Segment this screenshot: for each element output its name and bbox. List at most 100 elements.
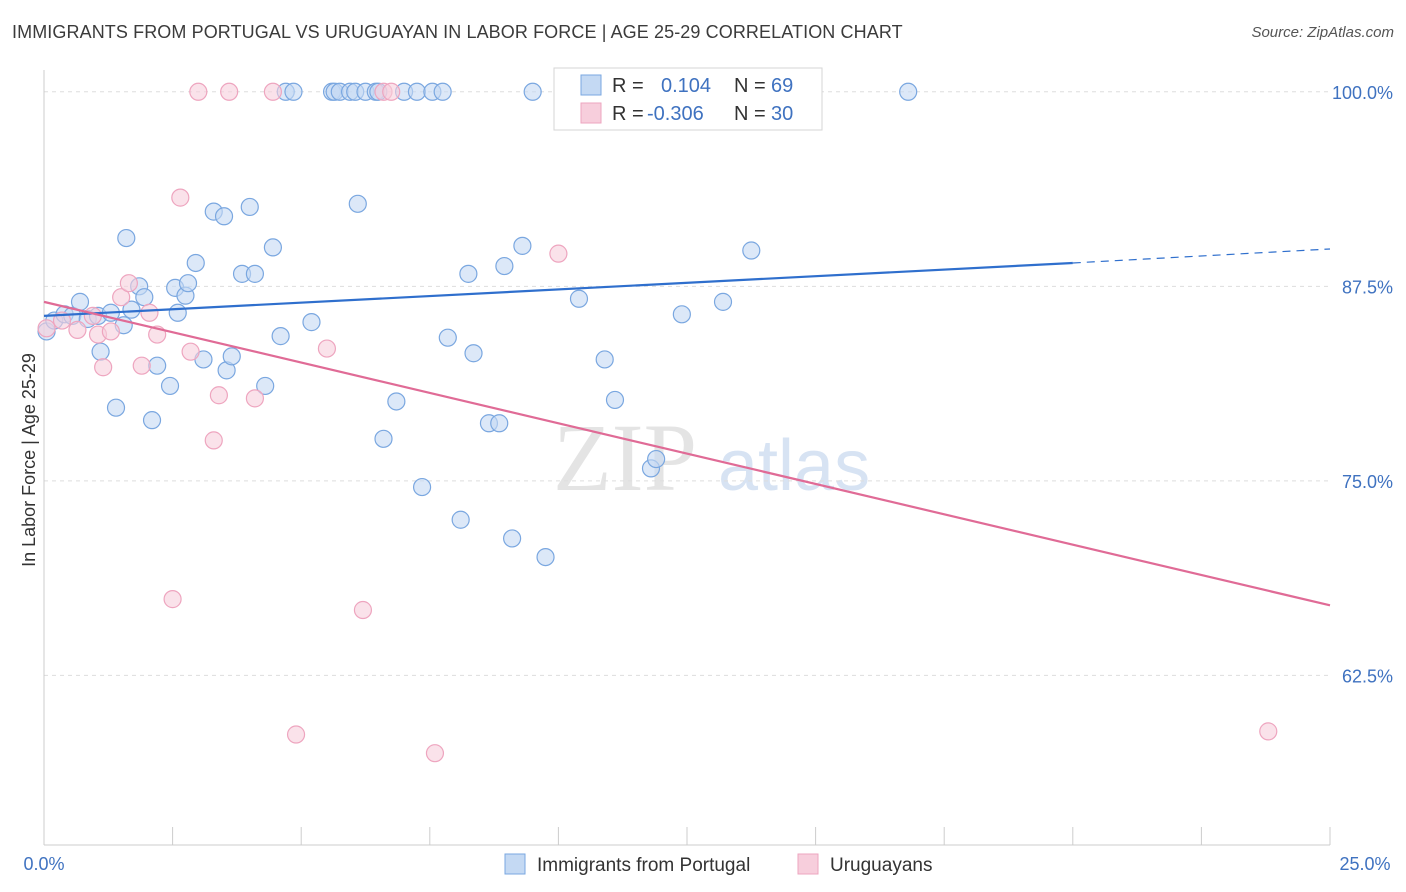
y-tick-label: 62.5% [1342,666,1393,686]
series-legend-swatch-portugal [504,853,526,875]
scatter-point [240,197,259,217]
scatter-point [106,398,126,417]
watermark-zip: ZIP [553,404,697,511]
series-legend-swatch-uruguayans [797,853,819,875]
x-tick-label-max: 25.0% [1339,854,1390,874]
scatter-point [256,376,275,396]
scatter-point [513,236,532,255]
trend-lines [43,248,1331,607]
scatter-point [140,303,159,322]
scatter-point [569,289,589,308]
scatter-point [647,449,666,469]
scatter-point [605,390,625,410]
scatter-point [348,194,367,213]
points-uruguayans [37,82,1278,763]
scatter-point [112,288,131,307]
legend-r-value-portugal: 0.104 [661,75,711,97]
y-tick-label: 100.0% [1332,83,1393,103]
watermark: ZIP atlas [553,404,870,511]
scatter-point [178,274,198,293]
scatter-point [263,82,283,101]
scatter-point [286,725,306,744]
scatter-point [37,319,56,338]
scatter-point [132,356,151,375]
scatter-point [742,241,761,260]
scatter-point [119,274,138,293]
legend-n-value-portugal: 69 [771,75,793,97]
y-tick-label: 87.5% [1342,277,1393,297]
scatter-point [495,256,514,276]
scatter-point [171,188,190,207]
scatter-point [245,389,265,408]
scatter-point [317,339,337,358]
scatter-point [189,82,208,101]
x-axis-ticks [43,827,1331,845]
scatter-point [214,207,234,226]
scatter-point [160,376,180,396]
scatter-point [186,253,205,273]
scatter-point [425,744,445,763]
trend-line-portugal-extension [1072,248,1331,264]
legend-r-label-uruguayans: R = [612,103,644,125]
chart-source: Source: ZipAtlas.com [1251,24,1394,41]
legend-n-value-uruguayans: 30 [771,103,793,125]
legend-r-label-portugal: R = [612,75,644,97]
legend-swatch-uruguayans [580,102,602,124]
scatter-point [899,82,918,101]
scatter-point [407,82,427,101]
chart-title: IMMIGRANTS FROM PORTUGAL VS URUGUAYAN IN… [12,22,903,42]
legend-swatch-portugal [580,74,602,96]
scatter-point [142,411,162,430]
legend-r-value-uruguayans: -0.306 [647,103,704,125]
scatter-point [382,82,401,101]
scatter-point [284,82,303,101]
stats-legend: R = 0.104 N = 69 R = -0.306 N = 30 [553,67,823,131]
scatter-point [52,311,72,330]
legend-n-label-portugal: N = [734,75,766,97]
data-points [37,82,1278,763]
series-legend-label-portugal: Immigrants from Portugal [537,855,750,876]
series-legend: Immigrants from Portugal Uruguayans [504,853,932,876]
scatter-point [459,264,478,283]
scatter-point [387,392,406,411]
scatter-point [68,320,87,339]
scatter-point [271,327,290,346]
scatter-point [412,477,432,497]
scatter-point [122,300,141,319]
scatter-point [181,342,200,361]
scatter-point [503,529,522,548]
scatter-point [464,344,483,363]
scatter-point [222,347,241,366]
scatter-point [263,238,283,257]
scatter-point [1259,722,1278,741]
trend-line-portugal [43,261,1073,317]
scatter-point [353,600,373,620]
scatter-point [713,292,733,311]
series-legend-label-uruguayans: Uruguayans [830,855,932,876]
scatter-point [451,510,470,529]
scatter-point [536,547,555,567]
scatter-point [595,350,614,369]
scatter-point [135,288,154,307]
scatter-point [168,303,187,322]
scatter-point [433,82,452,101]
scatter-point [302,313,321,332]
scatter-point [70,292,90,311]
scatter-point [101,322,120,341]
scatter-point [523,82,542,101]
scatter-point [220,82,239,101]
scatter-point [91,342,110,361]
x-tick-label-min: 0.0% [23,854,64,874]
grid-lines [44,91,1330,676]
scatter-point [374,429,393,448]
scatter-point [245,264,265,283]
y-tick-label: 75.0% [1342,472,1393,492]
y-tick-labels: 100.0% 87.5% 75.0% 62.5% [1332,83,1393,687]
trend-line-uruguayans [43,300,1331,607]
scatter-point [94,358,113,377]
scatter-point [209,386,228,405]
scatter-point [672,305,691,324]
scatter-point [117,228,136,248]
scatter-point [204,431,223,450]
